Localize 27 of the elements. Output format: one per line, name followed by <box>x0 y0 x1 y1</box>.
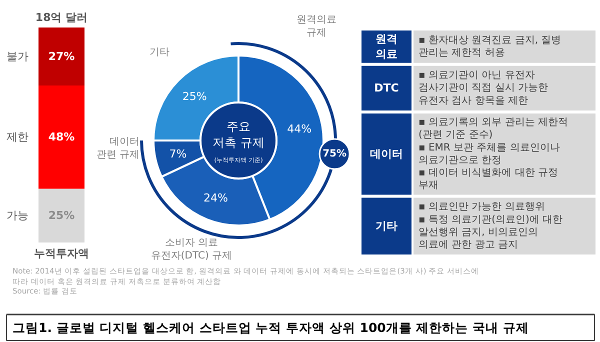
category-label: 데이터 <box>370 148 403 161</box>
series-label: 불가 <box>6 50 28 64</box>
text: ▪ 환자대상 원격진료 금지, 질병 관리는 제한적 허용 <box>418 34 562 59</box>
category-label: 기타 <box>376 220 398 233</box>
text: 주요 저촉 규제 <box>212 119 264 150</box>
text: 75% <box>322 148 347 160</box>
category-label: DTC <box>374 82 399 95</box>
data-label: 25% <box>182 90 207 104</box>
series-label: 제한 <box>6 130 28 144</box>
series-label: 가능 <box>6 209 28 222</box>
slice-label: 원격의료 규제 <box>296 14 336 38</box>
text: 18억 달러 <box>35 11 88 24</box>
x-axis-title: 누적투자액 <box>34 247 89 260</box>
text: 그림1. 글로벌 디지털 헬스케어 스타트업 누적 투자액 상위 100개를 제한하는 국내 규제 <box>12 320 529 335</box>
data-label: 25% <box>48 209 75 222</box>
category-label: 원격 의료 <box>376 32 398 61</box>
slice-label: 데이터 관련 규제 <box>96 136 140 160</box>
text: ▪ 의료기관이 아닌 유전자 검사기관이 직접 실시 가능한 유전자 검사 항목을 제한 <box>418 70 548 106</box>
data-label: 27% <box>48 50 75 64</box>
text: ▪ 의료인만 가능한 의료행위 ▪ 특정 의료기관(의료인)에 대한 알선행위 금지, 비의료인의 의료에 관한 광고 금지 <box>418 202 563 251</box>
slice-label: 소비자 의료 유전자(DTC) 규제 <box>150 238 232 262</box>
slice-label: 기타 <box>150 47 170 58</box>
data-label: 48% <box>48 130 75 144</box>
data-label: 44% <box>287 122 312 136</box>
text: ▪ 의료기록의 외부 관리는 제한적 (관련 기준 준수) ▪ EMR 보관 주체를 의료인이나 의료기관으로 한정 ▪ 데이터 비식별화에 대한 규정 부재 <box>418 116 568 192</box>
data-label: 24% <box>203 192 228 205</box>
data-label: 7% <box>169 148 187 161</box>
